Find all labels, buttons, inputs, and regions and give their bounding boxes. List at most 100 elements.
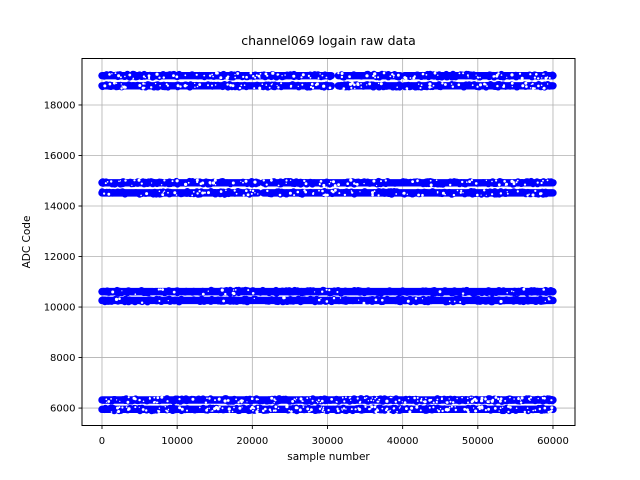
speckle-dot	[466, 397, 469, 400]
data-point	[184, 405, 191, 412]
speckle-dot	[476, 76, 479, 79]
speckle-dot	[373, 72, 377, 76]
speckle-dot	[318, 407, 322, 410]
speckle-dot	[421, 193, 424, 197]
speckle-dot	[358, 401, 361, 404]
speckle-dot	[370, 405, 374, 409]
speckle-dot	[121, 85, 123, 87]
speckle-dot	[432, 401, 435, 404]
data-point	[262, 297, 269, 304]
speckle-dot	[114, 72, 117, 74]
speckle-dot	[322, 84, 326, 88]
data-point	[430, 406, 438, 413]
speckle-dot	[282, 296, 286, 300]
speckle-dot	[436, 398, 439, 401]
speckle-dot	[367, 400, 370, 402]
speckle-dot	[222, 299, 226, 303]
data-point	[182, 395, 190, 402]
speckle-dot	[173, 191, 177, 195]
speckle-dot	[285, 179, 288, 182]
speckle-dot	[524, 81, 528, 85]
speckle-dot	[349, 396, 352, 399]
speckle-dot	[449, 400, 452, 403]
data-point	[183, 287, 190, 295]
data-point	[415, 289, 422, 296]
speckle-dot	[363, 397, 366, 400]
speckle-dot	[410, 406, 414, 410]
speckle-dot	[301, 83, 304, 86]
speckle-dot	[270, 83, 273, 86]
speckle-dot	[198, 83, 202, 86]
data-point	[191, 82, 198, 89]
speckle-dot	[322, 400, 324, 402]
data-point	[542, 191, 550, 198]
speckle-dot	[508, 397, 511, 399]
speckle-dot	[454, 406, 456, 408]
speckle-dot	[493, 75, 496, 78]
speckle-dot	[513, 291, 515, 293]
speckle-dot	[288, 191, 292, 195]
data-point	[225, 190, 232, 197]
data-point	[170, 398, 177, 405]
speckle-dot	[323, 193, 328, 197]
speckle-dot	[448, 300, 451, 303]
data-point	[164, 188, 171, 195]
speckle-dot	[289, 85, 292, 88]
speckle-dot	[387, 410, 390, 414]
data-point	[137, 396, 145, 404]
speckle-dot	[384, 179, 387, 182]
speckle-dot	[353, 182, 356, 185]
data-point	[147, 405, 154, 413]
data-point	[516, 298, 524, 305]
data-point	[133, 288, 140, 296]
speckle-dot	[399, 406, 402, 408]
speckle-dot	[444, 83, 447, 86]
speckle-dot	[274, 405, 278, 409]
speckle-dot	[235, 398, 238, 401]
speckle-dot	[253, 180, 257, 184]
speckle-dot	[423, 400, 427, 404]
speckle-dot	[373, 405, 377, 409]
speckle-dot	[156, 396, 160, 400]
speckle-dot	[512, 182, 516, 186]
data-point	[283, 189, 290, 196]
data-point	[480, 179, 487, 186]
speckle-dot	[457, 83, 461, 87]
speckle-dot	[186, 409, 188, 412]
speckle-dot	[132, 77, 135, 80]
speckle-dot	[465, 408, 469, 412]
data-point	[367, 72, 374, 79]
speckle-dot	[363, 182, 365, 185]
speckle-dot	[157, 288, 160, 291]
data-point	[257, 396, 265, 403]
speckle-dot	[138, 84, 142, 87]
speckle-dot	[431, 86, 433, 89]
data-point	[437, 181, 444, 188]
speckle-dot	[498, 410, 500, 412]
data-point	[463, 70, 470, 78]
speckle-dot	[210, 410, 212, 412]
speckle-dot	[310, 82, 314, 86]
speckle-dot	[133, 179, 136, 182]
speckle-dot	[474, 182, 478, 185]
speckle-dot	[420, 84, 423, 87]
data-point	[218, 82, 226, 89]
speckle-dot	[340, 72, 344, 75]
speckle-dot	[499, 192, 503, 195]
speckle-dot	[280, 82, 283, 85]
data-point	[467, 188, 475, 195]
speckle-dot	[466, 74, 469, 77]
speckle-dot	[253, 297, 255, 300]
speckle-dot	[120, 87, 123, 90]
speckle-dot	[317, 401, 319, 404]
speckle-dot	[145, 192, 149, 196]
speckle-dot	[515, 407, 518, 410]
speckle-dot	[321, 74, 324, 77]
data-point	[272, 286, 280, 294]
speckle-dot	[547, 410, 550, 414]
speckle-dot	[159, 288, 162, 291]
speckle-dot	[142, 75, 145, 78]
speckle-dot	[117, 74, 121, 78]
speckle-dot	[273, 398, 276, 401]
data-point	[289, 289, 296, 296]
